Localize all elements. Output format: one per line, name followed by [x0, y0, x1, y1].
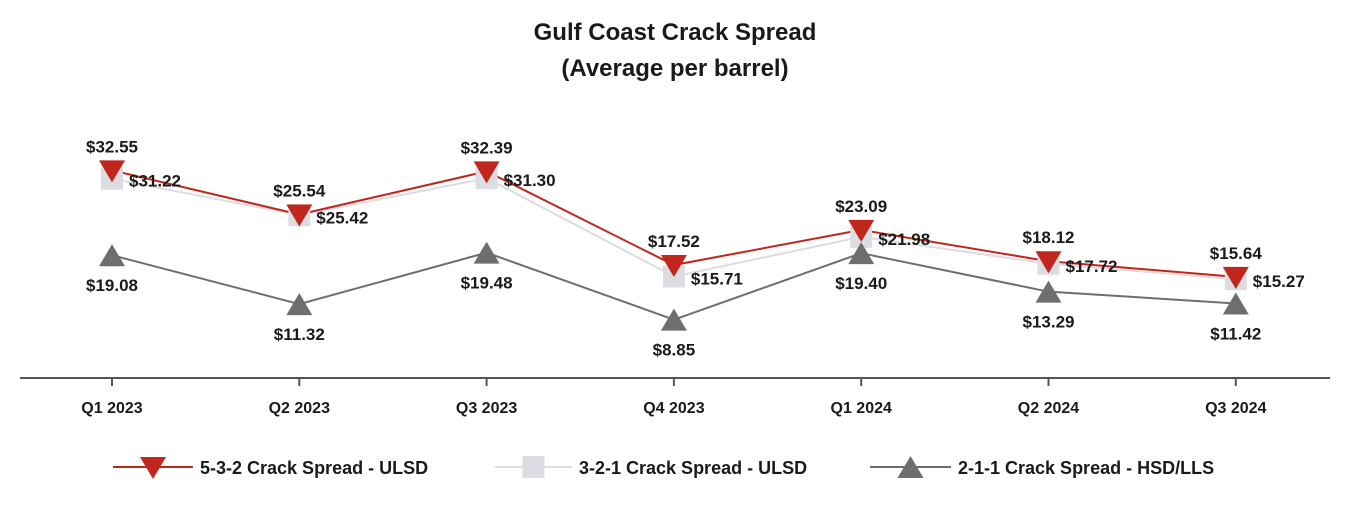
data-label: $32.39 — [461, 138, 513, 157]
data-point-marker — [286, 204, 313, 227]
data-label: $18.12 — [1023, 228, 1075, 247]
legend-marker — [522, 456, 545, 478]
legend: 5-3-2 Crack Spread - ULSD 3-2-1 Crack Spr… — [113, 456, 1214, 479]
x-tick-label: Q1 2024 — [831, 400, 892, 417]
legend-marker — [897, 456, 924, 478]
x-tick-label: Q1 2023 — [81, 400, 142, 417]
x-tick-label: Q3 2024 — [1205, 400, 1266, 417]
data-label: $8.85 — [653, 341, 696, 360]
data-label: $11.32 — [274, 325, 325, 344]
plot-area: Q1 2023 Q2 2023 Q3 2023 Q4 2023 Q1 2024 Q2 20… — [81, 137, 1304, 417]
data-point-marker — [1035, 251, 1062, 274]
legend-item: 5-3-2 Crack Spread - ULSD — [113, 457, 428, 479]
data-label: $31.22 — [129, 172, 181, 191]
data-point-marker — [1222, 292, 1249, 315]
x-tick-label: Q3 2023 — [456, 400, 517, 417]
data-label: $19.08 — [86, 276, 138, 295]
x-tick-label: Q2 2023 — [269, 400, 330, 417]
data-label: $23.09 — [835, 197, 887, 216]
data-point-marker — [660, 255, 687, 278]
data-label: $31.30 — [504, 171, 556, 190]
data-label: $15.64 — [1210, 244, 1263, 263]
data-point-marker — [99, 160, 125, 183]
data-label: $13.29 — [1023, 313, 1075, 332]
data-point-marker — [473, 241, 500, 264]
data-label: $17.72 — [1066, 257, 1118, 276]
data-point-marker — [848, 219, 875, 242]
data-label: $15.27 — [1253, 272, 1305, 291]
chart-title: Gulf Coast Crack Spread — [534, 19, 817, 46]
chart-subtitle: (Average per barrel) — [561, 55, 788, 82]
data-point-marker — [1035, 280, 1062, 303]
data-label: $15.71 — [691, 269, 743, 288]
legend-label: 2-1-1 Crack Spread - HSD/LLS — [958, 458, 1214, 478]
legend-marker — [140, 457, 166, 479]
data-point-marker — [286, 293, 313, 316]
data-label: $17.52 — [648, 232, 700, 251]
data-point-marker — [848, 242, 875, 265]
legend-item: 3-2-1 Crack Spread - ULSD — [495, 456, 807, 478]
data-label: $21.98 — [878, 230, 930, 249]
data-point-marker — [99, 244, 125, 267]
x-tick-label: Q4 2023 — [643, 400, 704, 417]
legend-label: 3-2-1 Crack Spread - ULSD — [579, 458, 807, 478]
data-label: $19.40 — [835, 274, 887, 293]
data-point-marker — [473, 161, 500, 184]
data-label: $25.42 — [316, 208, 368, 227]
data-point-marker — [660, 308, 687, 331]
data-label: $25.54 — [273, 181, 326, 200]
data-label: $11.42 — [1210, 324, 1261, 343]
data-label: $32.55 — [86, 137, 138, 156]
data-label: $19.48 — [461, 274, 513, 293]
legend-item: 2-1-1 Crack Spread - HSD/LLS — [870, 456, 1214, 478]
x-tick-label: Q2 2024 — [1018, 400, 1079, 417]
legend-label: 5-3-2 Crack Spread - ULSD — [200, 458, 428, 478]
data-point-marker — [1222, 266, 1249, 289]
